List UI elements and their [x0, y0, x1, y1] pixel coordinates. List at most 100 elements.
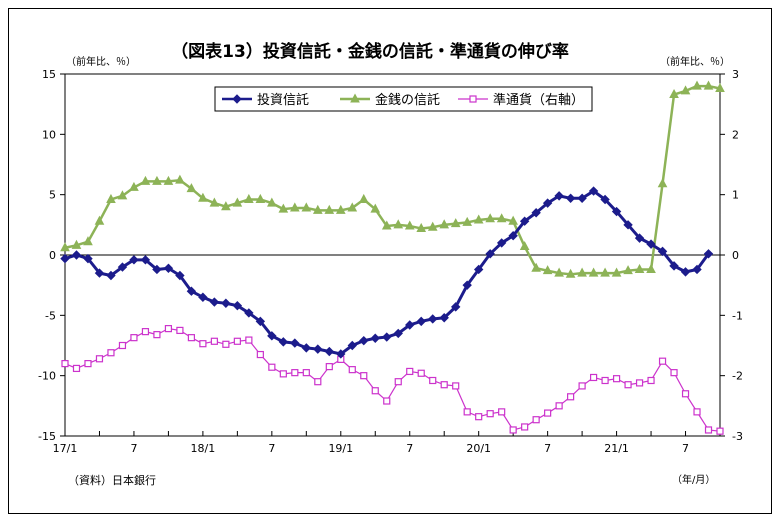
money-trust-point: [588, 267, 599, 277]
money-trust-point: [715, 82, 725, 92]
quasi-money-point: [406, 367, 414, 376]
investment-trust-point: [221, 298, 231, 308]
money-trust-point: [611, 267, 622, 277]
investment-trust-point: [669, 261, 679, 271]
investment-trust-point: [623, 220, 633, 230]
quasi-money-point: [693, 408, 701, 416]
investment-trust-point: [198, 292, 208, 302]
investment-trust-point: [473, 264, 484, 275]
money-trust-point: [450, 218, 461, 228]
money-trust-point: [393, 219, 404, 229]
money-trust-point: [278, 203, 289, 213]
money-trust-point: [152, 175, 162, 185]
money-trust-point: [289, 202, 300, 212]
right-tick-label: 0: [732, 249, 739, 262]
investment-trust-point: [416, 316, 426, 327]
investment-trust-point: [152, 264, 162, 275]
quasi-money-point: [463, 408, 471, 416]
money-trust-point: [221, 201, 231, 211]
quasi-money-point: [417, 369, 425, 377]
money-trust-point: [232, 197, 243, 207]
quasi-money-point: [348, 366, 356, 374]
legend-label: 準通貨（右軸）: [493, 92, 584, 108]
money-trust-point: [531, 262, 541, 272]
quasi-money-point: [521, 423, 529, 431]
investment-trust-point: [508, 230, 518, 241]
quasi-money-point: [498, 408, 506, 416]
investment-trust-point: [267, 331, 277, 341]
money-trust-point: [519, 240, 530, 251]
quasi-money-point: [383, 397, 391, 405]
quasi-money-point: [245, 336, 253, 344]
investment-trust-point: [60, 253, 70, 264]
quasi-money-point: [95, 355, 104, 363]
x-tick-label: 21/1: [604, 442, 629, 455]
money-trust-point: [646, 263, 656, 273]
quasi-money-point: [544, 409, 552, 417]
money-trust-point: [267, 197, 277, 207]
chart-frame: [8, 8, 772, 514]
investment-trust-point: [359, 335, 369, 346]
money-trust-point: [680, 85, 691, 95]
x-tick-label: 19/1: [328, 442, 353, 455]
quasi-money-point: [302, 369, 310, 377]
quasi-money-point: [222, 340, 230, 348]
quasi-money-point: [567, 393, 575, 401]
right-tick-label: 1: [732, 189, 739, 202]
quasi-money-point: [176, 326, 184, 335]
x-tick-label: 7: [682, 442, 689, 455]
money-trust-point: [244, 193, 254, 203]
money-trust-point: [255, 193, 266, 203]
money-trust-point: [462, 216, 473, 226]
investment-trust-point: [542, 198, 553, 208]
money-trust-point: [485, 213, 496, 223]
quasi-money-point: [704, 426, 713, 434]
investment-trust-point: [278, 337, 289, 347]
money-trust-point: [117, 190, 128, 200]
investment-trust-point: [209, 297, 220, 307]
right-tick-label: -1: [732, 309, 743, 322]
money-trust-point: [404, 220, 415, 230]
x-tick-label: 20/1: [466, 442, 491, 455]
quasi-money-point: [118, 341, 127, 350]
investment-trust-point: [450, 302, 461, 312]
investment-trust-point: [531, 208, 541, 218]
left-tick-label: -10: [38, 370, 56, 383]
quasi-money-point: [486, 410, 494, 418]
money-trust-point: [657, 178, 668, 188]
money-trust-point: [209, 197, 220, 207]
x-tick-label: 18/1: [191, 442, 216, 455]
investment-trust-point: [382, 332, 392, 342]
quasi-money-point: [256, 350, 264, 359]
quasi-money-point: [589, 373, 598, 382]
quasi-money-point: [509, 426, 517, 434]
investment-trust-point: [439, 313, 449, 323]
quasi-money-point: [670, 369, 678, 377]
right-axis-unit: （前年比、％）: [660, 55, 730, 68]
money-trust-point: [703, 80, 714, 90]
money-trust-line: [64, 84, 721, 276]
left-tick-label: 5: [49, 189, 56, 202]
right-tick-label: 2: [732, 128, 739, 141]
x-tick-label: 7: [268, 442, 275, 455]
investment-trust-point: [405, 320, 415, 330]
investment-trust-point: [106, 270, 116, 281]
money-trust-point: [508, 215, 518, 225]
money-trust-point: [692, 80, 702, 90]
money-trust-point: [106, 193, 116, 203]
money-trust-point: [175, 174, 185, 184]
legend-marker: [469, 95, 477, 103]
money-trust-point: [542, 265, 553, 275]
money-trust-point: [83, 236, 93, 246]
money-trust-point: [427, 221, 438, 231]
money-trust-point: [94, 215, 105, 225]
money-trust-point: [301, 202, 312, 212]
investment-trust-point: [680, 267, 691, 277]
series-layer: [60, 80, 725, 435]
right-tick-label: -2: [732, 370, 743, 383]
investment-trust-point: [129, 255, 139, 265]
quasi-money-point: [210, 337, 218, 345]
money-trust-point: [381, 220, 392, 230]
quasi-money-point: [429, 376, 437, 385]
investment-trust-point: [255, 316, 266, 327]
